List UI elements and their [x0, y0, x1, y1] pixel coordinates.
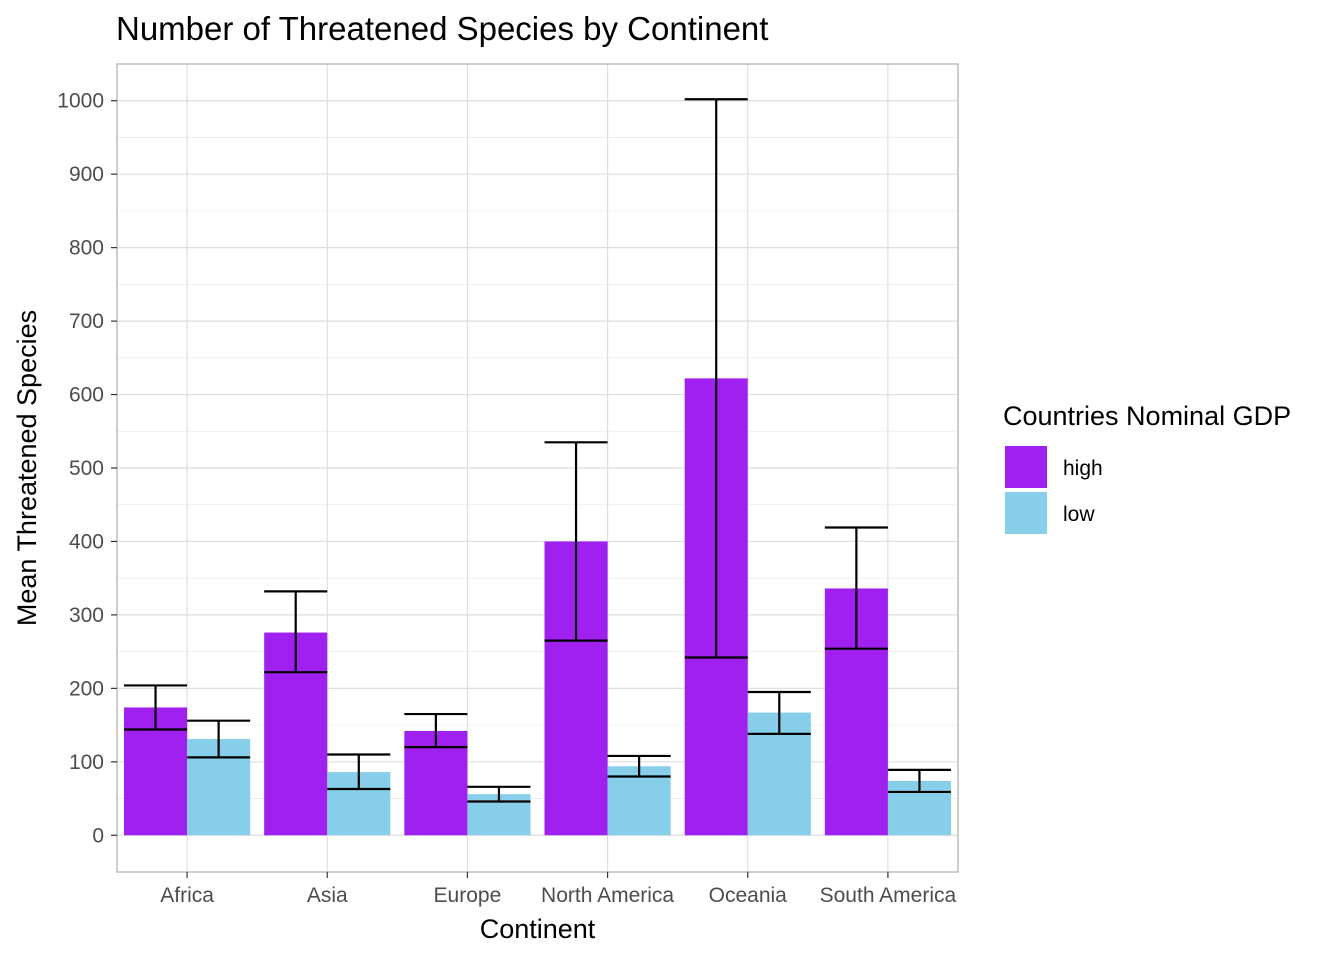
errorbar-high-asia — [264, 590, 328, 674]
errorbar-high-africa — [124, 684, 188, 731]
bar-low-north-america — [607, 766, 671, 836]
x-tick-label: Europe — [434, 884, 502, 907]
y-axis-title: Mean Threatened Species — [12, 310, 42, 626]
legend-label-low: low — [1063, 503, 1095, 526]
x-tick-label: Oceania — [709, 884, 788, 907]
legend: Countries Nominal GDP high low — [1003, 401, 1291, 534]
grid — [117, 63, 958, 873]
x-tick-label: South America — [820, 884, 957, 907]
legend-title: Countries Nominal GDP — [1003, 401, 1291, 431]
y-tick-label: 700 — [69, 310, 104, 333]
y-tick-label: 900 — [69, 163, 104, 186]
errorbar-high-europe — [404, 712, 468, 749]
legend-key-high — [1005, 446, 1047, 488]
chart-title: Number of Threatened Species by Continen… — [116, 10, 768, 47]
errorbar-low-africa — [187, 719, 251, 759]
legend-item-low: low — [1005, 492, 1095, 534]
error-bars — [124, 98, 951, 803]
bar-high-europe — [404, 730, 468, 836]
errorbar-low-europe — [467, 785, 531, 803]
legend-item-high: high — [1005, 446, 1103, 488]
y-axis: 0 100 200 300 400 500 600 700 800 900 1000 — [57, 90, 117, 847]
y-tick-label: 500 — [69, 457, 104, 480]
bars — [124, 378, 951, 836]
y-tick-label: 600 — [69, 384, 104, 407]
errorbar-high-north-america — [544, 441, 608, 642]
x-axis: Africa Asia Europe North America Oceania Sout… — [160, 872, 957, 907]
legend-label-high: high — [1063, 457, 1103, 480]
errorbar-low-oceania — [747, 690, 811, 736]
x-tick-label: North America — [541, 884, 674, 907]
y-tick-label: 200 — [69, 677, 104, 700]
x-axis-title: Continent — [480, 914, 596, 944]
y-tick-label: 1000 — [57, 90, 104, 113]
errorbar-low-asia — [327, 753, 391, 791]
legend-key-low — [1005, 492, 1047, 534]
errorbar-high-south-america — [824, 526, 888, 650]
y-tick-label: 300 — [69, 604, 104, 627]
errorbar-low-north-america — [607, 754, 671, 778]
x-tick-label: Africa — [160, 884, 214, 907]
y-tick-label: 400 — [69, 530, 104, 553]
y-tick-label: 0 — [92, 824, 104, 847]
errorbar-high-oceania — [684, 98, 748, 659]
legend-items: high low — [1005, 446, 1103, 534]
y-tick-label: 800 — [69, 237, 104, 260]
y-tick-label: 100 — [69, 751, 104, 774]
x-tick-label: Asia — [307, 884, 348, 907]
errorbar-low-south-america — [887, 768, 951, 794]
